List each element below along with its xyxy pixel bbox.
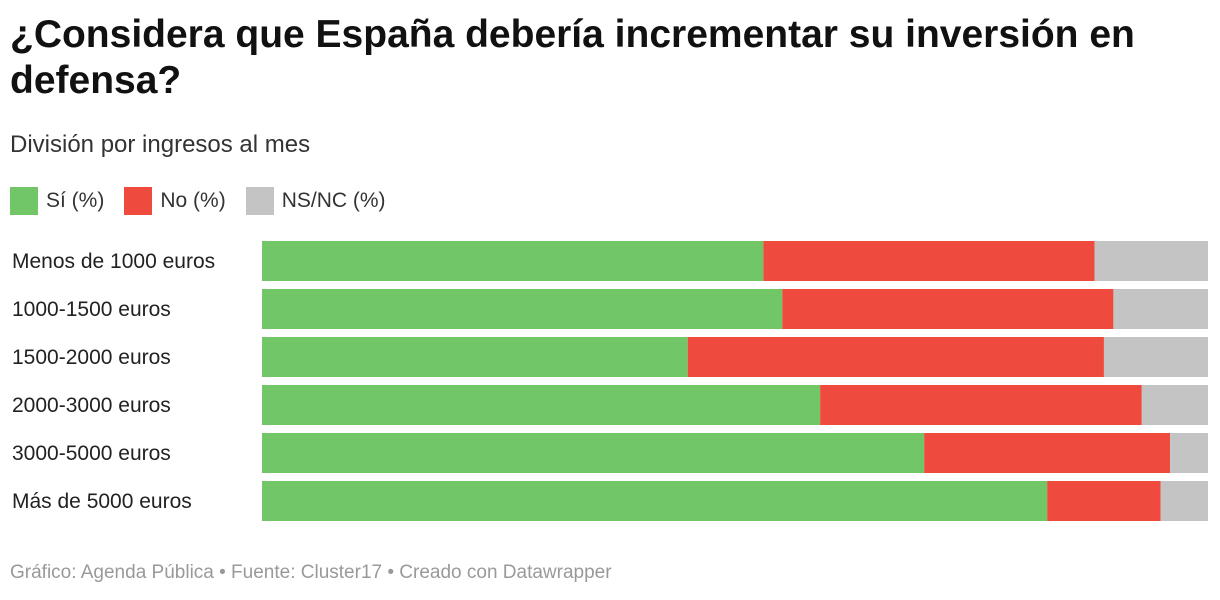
legend-swatch-nsnc: [245, 187, 274, 215]
bar-segment-si: [262, 289, 783, 329]
bar-segment-nsnc: [1113, 289, 1208, 329]
bar-segment-no: [1047, 481, 1161, 521]
legend-label-nsnc: NS/NC (%): [281, 189, 386, 212]
bar-segment-si: [262, 337, 688, 377]
bar-segment-no: [782, 289, 1114, 329]
legend-label-no: No (%): [160, 189, 226, 212]
legend-swatch-no: [124, 187, 153, 215]
legend-item-no: No (%): [124, 187, 226, 215]
legend-item-nsnc: NS/NC (%): [245, 187, 386, 215]
bar-segment-si: [262, 481, 1048, 521]
bar-segment-nsnc: [1103, 337, 1208, 377]
bar-segment-no: [820, 385, 1142, 425]
category-label: 2000-3000 euros: [12, 394, 171, 417]
bar-segment-si: [262, 241, 764, 281]
category-label: Menos de 1000 euros: [12, 250, 215, 273]
chart-credits: Gráfico: Agenda Pública • Fuente: Cluste…: [10, 562, 612, 583]
legend-swatch-si: [10, 187, 38, 215]
legend-label-si: Sí (%): [46, 189, 105, 212]
bar-segment-nsnc: [1094, 241, 1208, 281]
bar-segment-no: [687, 337, 1104, 377]
bar-segment-no: [924, 433, 1171, 473]
category-label: 1000-1500 euros: [12, 298, 171, 321]
category-label: 1500-2000 euros: [12, 346, 171, 369]
chart-subtitle: División por ingresos al mes: [10, 131, 311, 158]
stacked-bar-chart: Menos de 1000 euros 1000-1500 euros 1500-2…: [12, 241, 1208, 521]
bar-segment-no: [763, 241, 1095, 281]
category-label: 3000-5000 euros: [12, 442, 171, 465]
bar-segment-si: [262, 385, 821, 425]
legend: Sí (%) No (%) NS/NC (%): [10, 186, 406, 216]
legend-item-si: Sí (%): [10, 187, 104, 215]
chart-title: ¿Considera que España debería incrementa…: [10, 13, 1135, 102]
bar-segment-nsnc: [1160, 481, 1208, 521]
category-label: Más de 5000 euros: [12, 490, 192, 513]
bar-segment-nsnc: [1141, 385, 1208, 425]
bar-segment-si: [262, 433, 925, 473]
bar-segment-nsnc: [1170, 433, 1208, 473]
